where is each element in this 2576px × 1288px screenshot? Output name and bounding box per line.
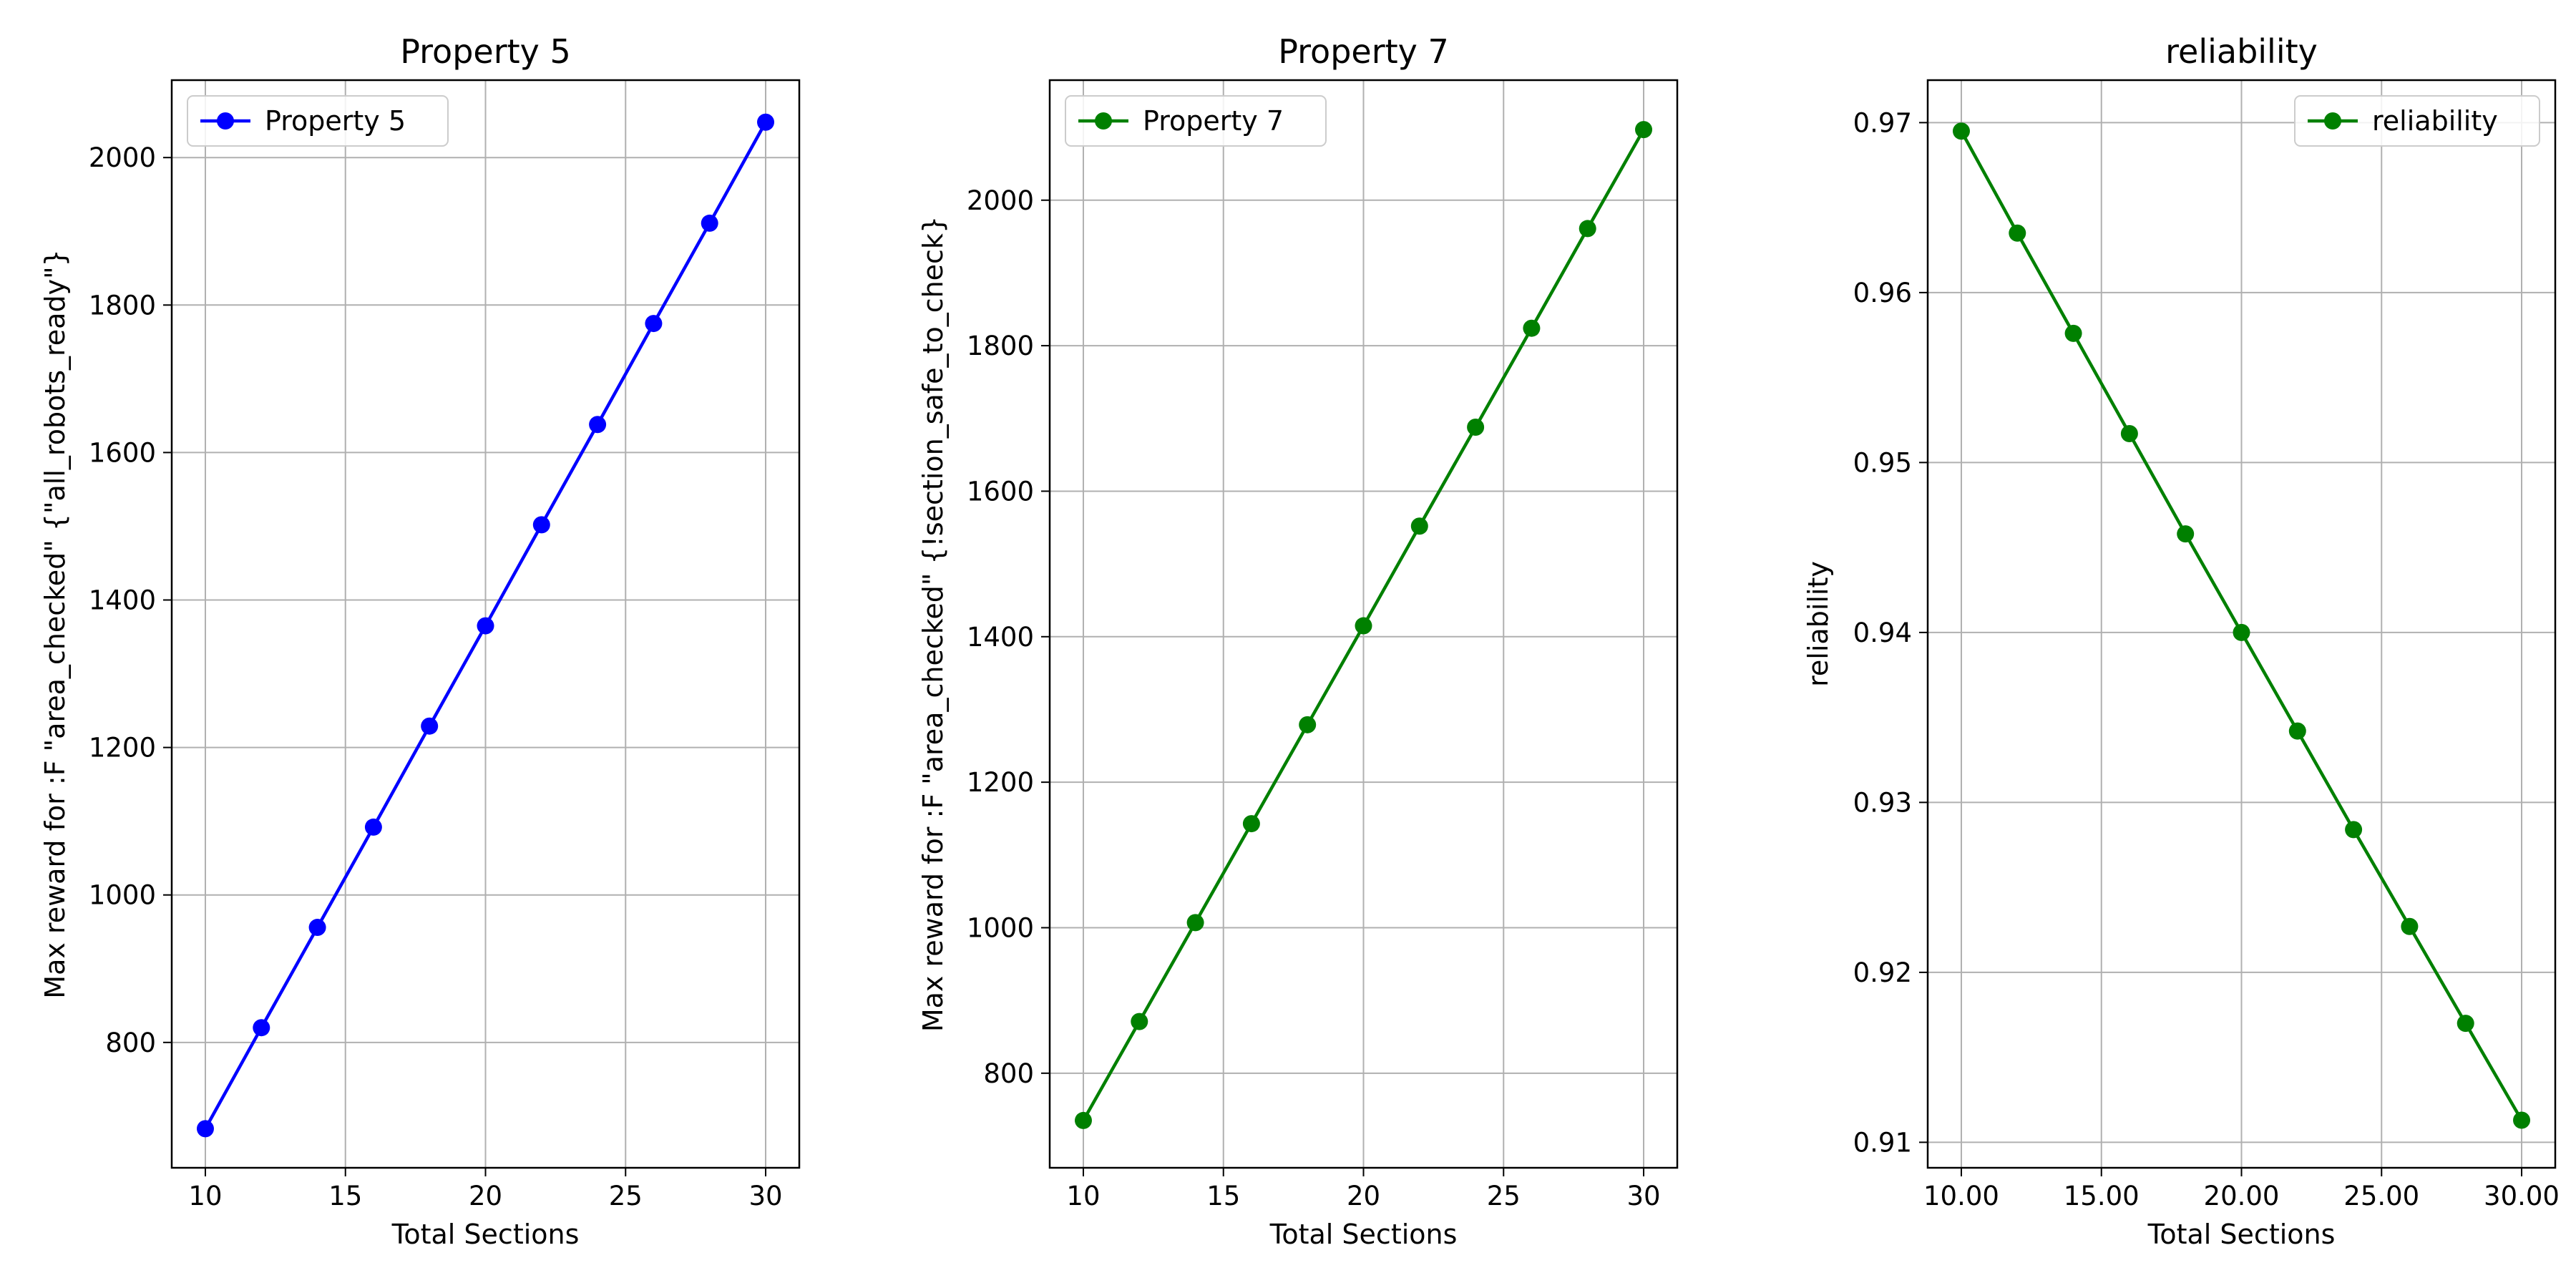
data-point [1635, 121, 1653, 139]
y-tick-label: 800 [105, 1028, 156, 1058]
y-tick-label: 0.95 [1853, 447, 1912, 478]
data-point [2120, 425, 2138, 442]
x-tick-label: 10 [188, 1181, 222, 1211]
data-point [308, 919, 326, 937]
legend: Property 7 [1065, 95, 1327, 147]
legend-label: reliability [2372, 105, 2498, 137]
y-axis-label: reliability [1802, 561, 1834, 687]
y-tick-label: 800 [983, 1058, 1034, 1089]
y-tick-label: 1400 [967, 622, 1034, 653]
y-tick-label: 1800 [967, 331, 1034, 361]
legend: Property 5 [187, 95, 449, 147]
legend: reliability [2294, 95, 2540, 147]
y-tick-label: 1200 [89, 733, 156, 763]
chart-title: Property 7 [1278, 32, 1449, 71]
y-tick-label: 0.92 [1853, 957, 1912, 988]
data-point [2457, 1015, 2474, 1033]
data-point [701, 214, 718, 232]
y-tick-label: 1600 [967, 476, 1034, 507]
y-axis-label: Max reward for :F "area_checked" {!secti… [917, 216, 949, 1032]
data-point [589, 416, 607, 434]
data-point [253, 1019, 270, 1037]
x-tick-label: 15 [328, 1181, 362, 1211]
data-point [532, 516, 550, 534]
legend-box [2294, 95, 2540, 147]
x-tick-label: 15 [1206, 1181, 1240, 1211]
x-tick-label: 30 [748, 1181, 782, 1211]
y-tick-label: 0.91 [1853, 1127, 1912, 1158]
x-axis-label: Total Sections [391, 1219, 580, 1250]
legend-box [1065, 95, 1327, 147]
data-point [1074, 1111, 1092, 1129]
y-tick-label: 0.97 [1853, 107, 1912, 138]
legend-marker-swatch [1095, 112, 1112, 130]
y-tick-label: 1200 [967, 767, 1034, 798]
x-tick-label: 20.00 [2204, 1181, 2280, 1211]
y-tick-label: 1600 [89, 437, 156, 468]
x-tick-label: 15.00 [2064, 1181, 2140, 1211]
data-point [2064, 324, 2082, 342]
x-tick-label: 25.00 [2343, 1181, 2419, 1211]
data-point [1523, 319, 1541, 337]
legend-label: Property 7 [1143, 105, 1284, 137]
y-tick-label: 0.93 [1853, 787, 1912, 818]
y-tick-label: 2000 [967, 185, 1034, 216]
data-point [1355, 617, 1372, 635]
x-axis-label: Total Sections [2147, 1219, 2336, 1250]
y-tick-label: 0.94 [1853, 618, 1912, 648]
legend-label: Property 5 [265, 105, 406, 137]
data-point [477, 617, 494, 635]
data-point [645, 315, 663, 333]
y-tick-label: 1800 [89, 290, 156, 321]
y-tick-label: 2000 [89, 142, 156, 173]
chart-panel-1: 10 15 20 25 30 800 1000 1200 1400 1600 1800 2000 Pro… [39, 32, 801, 1250]
chart-panel-3: 10.00 15.00 20.00 25.00 30.00 0.91 0.92 0.93 0.9… [1802, 32, 2560, 1250]
data-point [2513, 1111, 2531, 1129]
data-point [1242, 815, 1260, 833]
x-tick-label: 25 [1487, 1181, 1521, 1211]
x-tick-label: 10 [1066, 1181, 1100, 1211]
y-tick-label: 1400 [89, 585, 156, 616]
data-point [2401, 917, 2419, 935]
data-point [2009, 224, 2026, 242]
legend-marker-swatch [217, 112, 234, 130]
data-point [421, 717, 439, 735]
x-tick-label: 25 [609, 1181, 643, 1211]
y-tick-label: 0.96 [1853, 278, 1912, 308]
data-point [1186, 914, 1204, 932]
data-point [2177, 525, 2195, 543]
x-tick-label: 30.00 [2484, 1181, 2560, 1211]
y-tick-label: 1000 [967, 912, 1034, 943]
data-point [1579, 220, 1596, 238]
data-point [364, 818, 382, 836]
data-point [1467, 418, 1485, 436]
x-tick-label: 10.00 [1923, 1181, 1999, 1211]
x-tick-label: 20 [469, 1181, 502, 1211]
legend-box [187, 95, 449, 147]
x-tick-label: 30 [1626, 1181, 1660, 1211]
y-axis-label: Max reward for :F "area_checked" {"all_r… [39, 249, 71, 998]
y-tick-label: 1000 [89, 880, 156, 911]
chart-title: reliability [2165, 32, 2318, 71]
data-point [1952, 122, 1970, 140]
data-point [2288, 722, 2306, 740]
data-point [1299, 716, 1317, 733]
chart-panel-2: 10 15 20 25 30 800 1000 1200 1400 1600 1800 2000 Pro… [917, 32, 1679, 1250]
data-point [757, 113, 775, 131]
data-point [1131, 1013, 1148, 1030]
x-axis-label: Total Sections [1269, 1219, 1458, 1250]
x-tick-label: 20 [1347, 1181, 1380, 1211]
data-point [1410, 517, 1428, 535]
chart-title: Property 5 [400, 32, 571, 71]
data-point [2233, 623, 2250, 641]
legend-marker-swatch [2324, 112, 2341, 130]
data-point [196, 1120, 214, 1138]
data-point [2345, 821, 2363, 839]
